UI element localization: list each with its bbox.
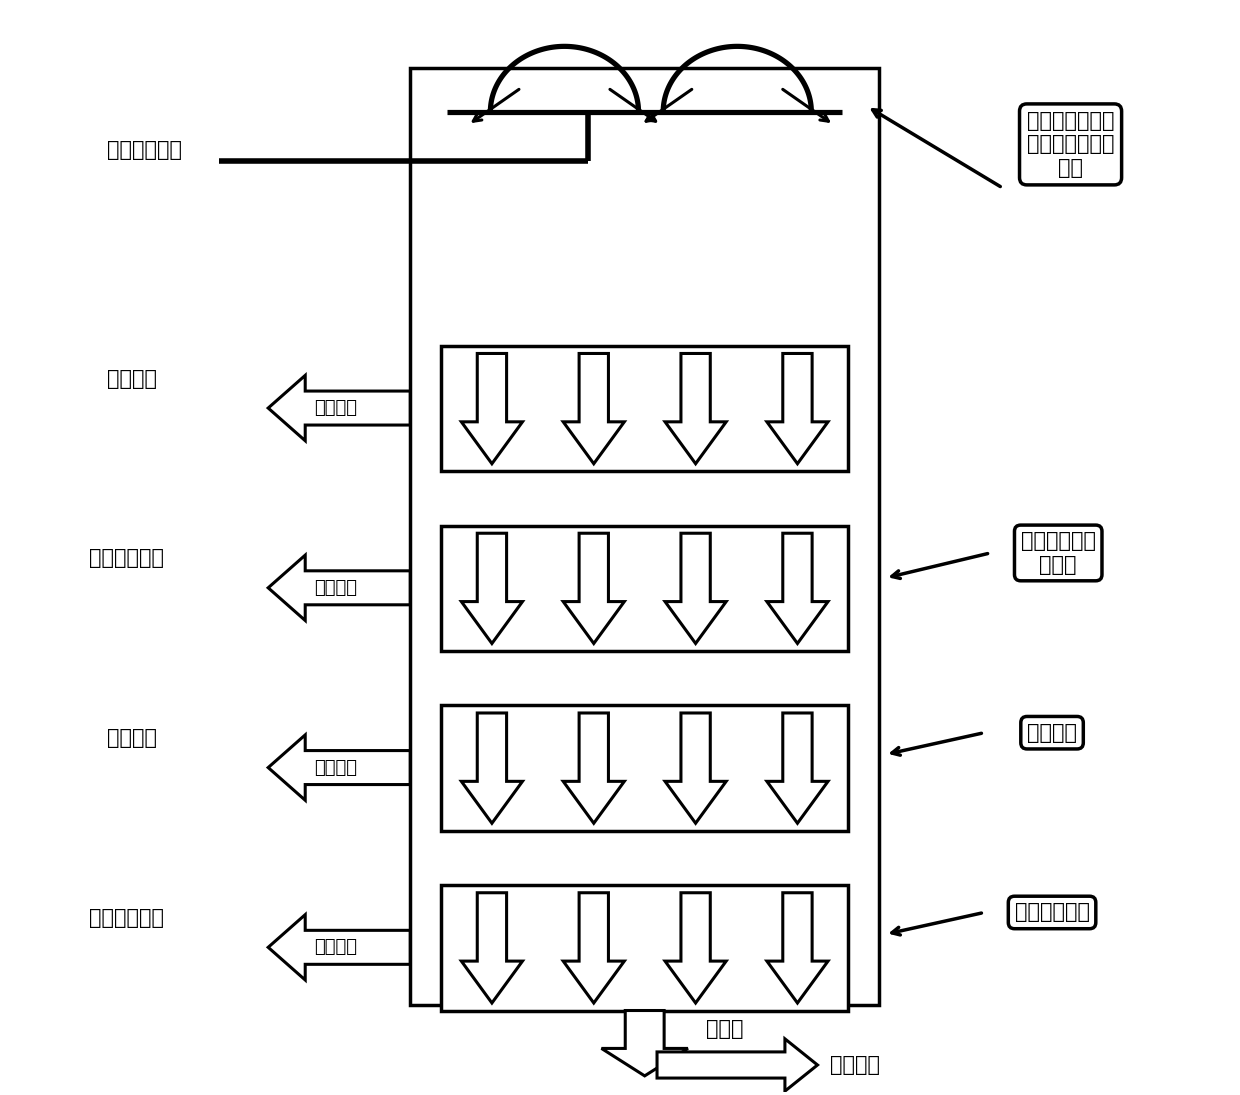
Polygon shape: [766, 354, 828, 463]
Text: 四次脱气: 四次脱气: [315, 938, 357, 956]
Polygon shape: [601, 1011, 688, 1076]
Text: 向一级罗兹泵: 向一级罗兹泵: [89, 549, 164, 568]
Polygon shape: [766, 892, 828, 1003]
Bar: [441, 526, 848, 652]
Polygon shape: [461, 713, 522, 823]
Polygon shape: [665, 354, 727, 463]
Bar: [410, 68, 879, 1005]
Text: 从加热器进来: 从加热器进来: [107, 140, 182, 160]
Text: 向二级罗兹泵: 向二级罗兹泵: [89, 908, 164, 927]
Text: 向出油泵: 向出油泵: [830, 1054, 880, 1075]
Polygon shape: [268, 555, 410, 621]
Polygon shape: [563, 892, 624, 1003]
Text: 脱气塔: 脱气塔: [707, 1019, 744, 1039]
Text: 向真空泵: 向真空泵: [108, 369, 157, 389]
Text: 二级拉西环脱
气装置: 二级拉西环脱 气装置: [1021, 531, 1096, 575]
Polygon shape: [268, 914, 410, 980]
Text: 向真空泵: 向真空泵: [108, 728, 157, 748]
Polygon shape: [461, 354, 522, 463]
Polygon shape: [766, 713, 828, 823]
Text: 维维油的流向: 维维油的流向: [1014, 902, 1090, 922]
Bar: [441, 885, 848, 1011]
Polygon shape: [461, 892, 522, 1003]
Polygon shape: [563, 713, 624, 823]
Polygon shape: [665, 892, 727, 1003]
Polygon shape: [766, 533, 828, 644]
Polygon shape: [563, 354, 624, 463]
Bar: [441, 346, 848, 471]
Polygon shape: [657, 1039, 817, 1091]
Polygon shape: [268, 735, 410, 800]
Text: 多孔喷淋，利用
雾化脱气，同时
布油: 多孔喷淋，利用 雾化脱气，同时 布油: [1027, 112, 1115, 177]
Text: 二次脱气: 二次脱气: [315, 579, 357, 597]
Bar: [441, 705, 848, 831]
Polygon shape: [665, 713, 727, 823]
Polygon shape: [268, 376, 410, 440]
Polygon shape: [563, 533, 624, 644]
Text: 加分散网: 加分散网: [1027, 723, 1078, 742]
Polygon shape: [665, 533, 727, 644]
Polygon shape: [461, 533, 522, 644]
Text: 一次脱气: 一次脱气: [315, 399, 357, 417]
Text: 三次脱气: 三次脱气: [315, 759, 357, 776]
